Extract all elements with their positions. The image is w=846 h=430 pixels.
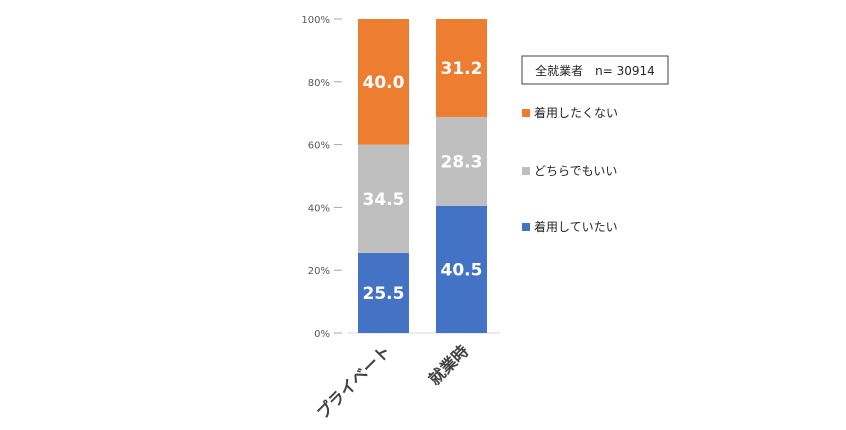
bar-segment [436,116,487,206]
data-label: 34.5 [363,190,405,210]
data-label: 25.5 [363,284,405,304]
category-labels: プライベート 就業時 [313,341,472,422]
legend-label: 着用していたい [534,219,618,234]
bar-segment [358,252,409,333]
data-label: 40.5 [441,260,483,280]
bar-segment [436,19,487,117]
y-tick-label: 40% [308,203,330,214]
data-label: 40.0 [363,73,405,93]
sample-note-box [521,55,669,85]
legend-swatch [522,223,530,231]
bars: 25.5 34.5 40.0 40.5 28.3 31.2 [358,19,487,333]
y-tick-label: 80% [308,78,330,89]
sample-note: 全就業者 n= 30914 [521,55,669,85]
y-tick-label: 0% [314,329,330,340]
legend-swatch [522,167,530,175]
category-label: 就業時 [425,341,472,388]
y-tick-label: 60% [308,141,330,152]
data-label: 31.2 [441,59,483,79]
bar-segment [436,205,487,333]
bar-segment [358,144,409,253]
y-tick-label: 100% [301,15,330,26]
category-label: プライベート [313,341,394,422]
legend-label: どちらでもいい [534,164,617,178]
legend-label: 着用したくない [534,105,618,120]
bar-segment [358,19,409,145]
legend-swatch [522,109,530,117]
y-tick-label: 20% [308,266,330,277]
data-label: 28.3 [441,152,483,172]
sample-note-text: 全就業者 n= 30914 [535,63,655,78]
